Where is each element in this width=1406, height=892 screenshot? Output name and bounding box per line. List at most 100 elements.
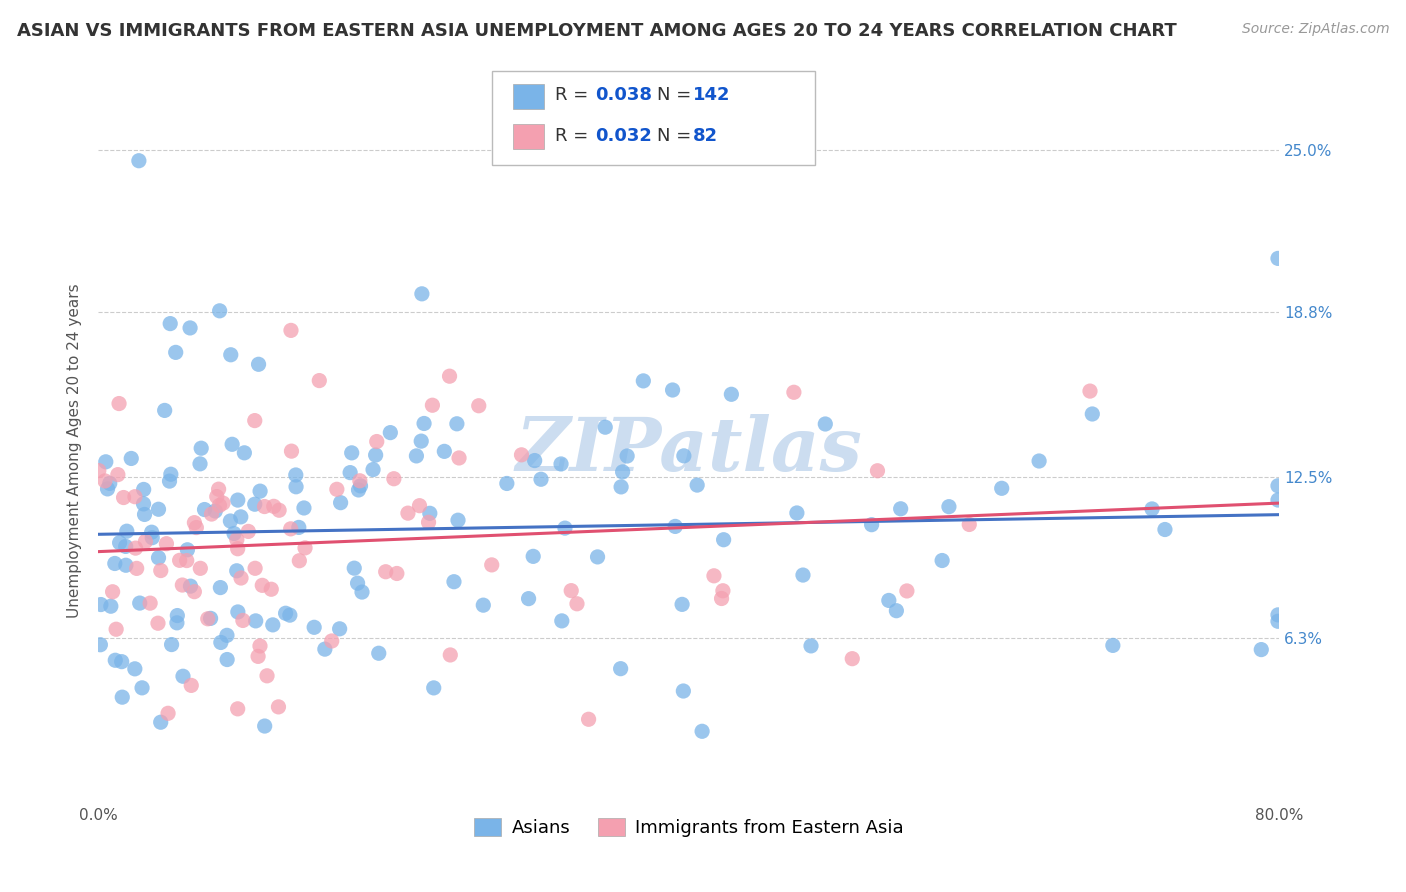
Point — [179, 321, 201, 335]
Point — [957, 517, 980, 532]
Point — [149, 715, 172, 730]
Point — [792, 568, 814, 582]
Point — [616, 449, 638, 463]
Text: 0.038: 0.038 — [595, 87, 652, 104]
Point — [114, 540, 136, 554]
Point — [326, 483, 349, 497]
Point — [860, 517, 883, 532]
Point — [226, 493, 249, 508]
Point — [159, 474, 181, 488]
Point — [180, 678, 202, 692]
Point — [530, 472, 553, 486]
Point — [578, 712, 600, 726]
Point — [193, 502, 215, 516]
Point — [1267, 615, 1289, 629]
Point — [209, 581, 232, 595]
Point — [128, 153, 150, 168]
Point — [349, 479, 371, 493]
Text: ASIAN VS IMMIGRANTS FROM EASTERN ASIA UNEMPLOYMENT AMONG AGES 20 TO 24 YEARS COR: ASIAN VS IMMIGRANTS FROM EASTERN ASIA UN… — [17, 22, 1177, 40]
Point — [108, 535, 131, 549]
Point — [94, 455, 117, 469]
Point — [1267, 493, 1289, 508]
Text: R =: R = — [555, 87, 595, 104]
Point — [896, 583, 918, 598]
Point — [243, 497, 266, 511]
Point — [593, 420, 616, 434]
Point — [866, 464, 889, 478]
Point — [134, 508, 156, 522]
Point — [422, 398, 444, 412]
Point — [280, 323, 302, 337]
Point — [212, 496, 235, 510]
Point — [405, 449, 427, 463]
Point — [219, 348, 242, 362]
Point — [1250, 642, 1272, 657]
Point — [990, 481, 1012, 495]
Point — [418, 516, 440, 530]
Point — [439, 369, 461, 384]
Point — [263, 500, 285, 514]
Point — [124, 662, 146, 676]
Point — [111, 690, 134, 705]
Point — [108, 396, 131, 410]
Point — [183, 516, 205, 530]
Point — [115, 524, 138, 539]
Point — [112, 491, 135, 505]
Point — [209, 635, 232, 649]
Point — [124, 490, 146, 504]
Point — [710, 591, 733, 606]
Point — [226, 541, 249, 556]
Point — [284, 467, 307, 482]
Point — [188, 457, 211, 471]
Point — [690, 724, 713, 739]
Point — [713, 533, 735, 547]
Point — [447, 450, 470, 465]
Point — [160, 638, 183, 652]
Point — [510, 448, 533, 462]
Point — [361, 462, 384, 476]
Point — [672, 449, 695, 463]
Point — [661, 383, 683, 397]
Point — [104, 557, 127, 571]
Point — [800, 639, 823, 653]
Point — [1078, 384, 1101, 398]
Point — [269, 503, 291, 517]
Point — [148, 550, 170, 565]
Point — [226, 702, 249, 716]
Point — [1267, 479, 1289, 493]
Point — [200, 611, 222, 625]
Point — [217, 652, 239, 666]
Point — [157, 706, 180, 721]
Point — [205, 490, 228, 504]
Point — [146, 616, 169, 631]
Point — [172, 578, 194, 592]
Point — [385, 566, 408, 581]
Point — [711, 583, 734, 598]
Point — [233, 446, 256, 460]
Point — [814, 417, 837, 431]
Point — [253, 500, 276, 514]
Point — [229, 571, 252, 585]
Text: 0.032: 0.032 — [595, 127, 651, 145]
Point — [396, 506, 419, 520]
Point — [1267, 607, 1289, 622]
Point — [495, 476, 517, 491]
Point — [120, 451, 142, 466]
Point — [256, 669, 278, 683]
Point — [285, 480, 308, 494]
Point — [841, 651, 863, 665]
Point — [349, 474, 371, 488]
Point — [179, 579, 201, 593]
Point — [321, 634, 343, 648]
Point — [1154, 523, 1177, 537]
Point — [703, 569, 725, 583]
Point — [294, 541, 316, 555]
Point — [139, 596, 162, 610]
Point — [141, 531, 163, 545]
Point — [443, 574, 465, 589]
Point — [523, 453, 546, 467]
Point — [350, 585, 373, 599]
Point — [886, 604, 908, 618]
Point — [314, 642, 336, 657]
Point — [226, 605, 249, 619]
